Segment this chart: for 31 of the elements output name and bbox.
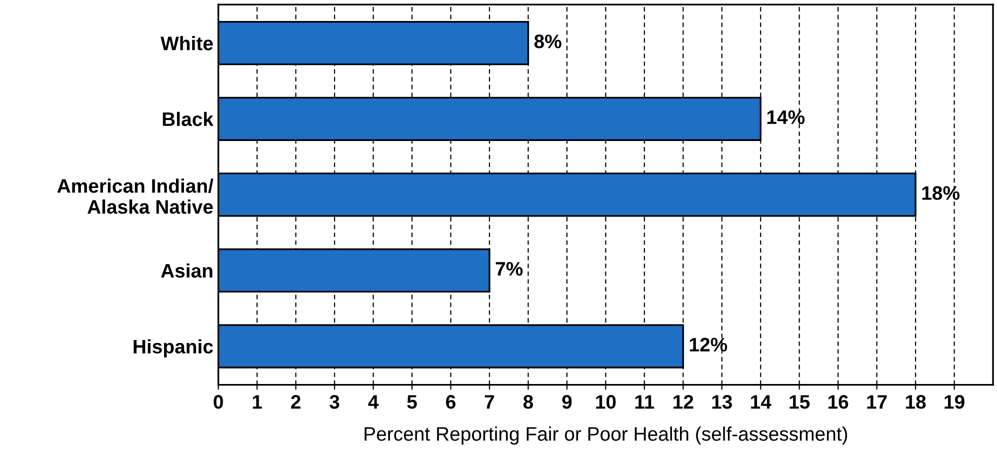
y-tick-label: Asian — [161, 263, 212, 278]
x-tick-label: 11 — [635, 395, 654, 409]
y-tick-label: Hispanic — [134, 339, 213, 358]
data-label: 7% — [496, 262, 523, 276]
x-tick-label: 15 — [790, 395, 810, 409]
x-tick-label: 12 — [674, 395, 694, 409]
x-tick-label: 5 — [407, 395, 417, 409]
x-tick-label: 2 — [291, 395, 300, 409]
x-tick-label: 14 — [751, 395, 772, 409]
x-tick-label: 8 — [523, 395, 534, 409]
x-tick-label: 9 — [562, 395, 572, 409]
x-axis-title: Percent Reporting Fair or Poor Health (self-assessment) — [364, 426, 848, 445]
x-tick-label: 10 — [596, 395, 616, 409]
data-label: 18% — [922, 186, 960, 200]
x-tick-label: 13 — [712, 395, 732, 409]
y-tick-label: Black — [162, 112, 214, 126]
data-label: 12% — [690, 338, 728, 352]
x-tick-label: 16 — [828, 395, 848, 409]
x-tick-label: 0 — [214, 395, 223, 409]
x-tick-label: 18 — [906, 395, 926, 409]
x-tick-label: 6 — [446, 395, 456, 409]
y-tick-label: White — [160, 36, 213, 50]
x-tick-label: 4 — [368, 395, 379, 409]
x-tick-label: 17 — [867, 395, 887, 409]
data-label: 14% — [767, 110, 805, 124]
x-tick-label: 7 — [484, 395, 494, 409]
y-tick-label: American Indian/ Alaska Native — [57, 178, 214, 214]
x-tick-label: 1 — [252, 395, 262, 409]
x-tick-label: 3 — [330, 395, 340, 409]
data-label: 8% — [534, 34, 562, 48]
x-tick-label: 19 — [944, 395, 964, 409]
